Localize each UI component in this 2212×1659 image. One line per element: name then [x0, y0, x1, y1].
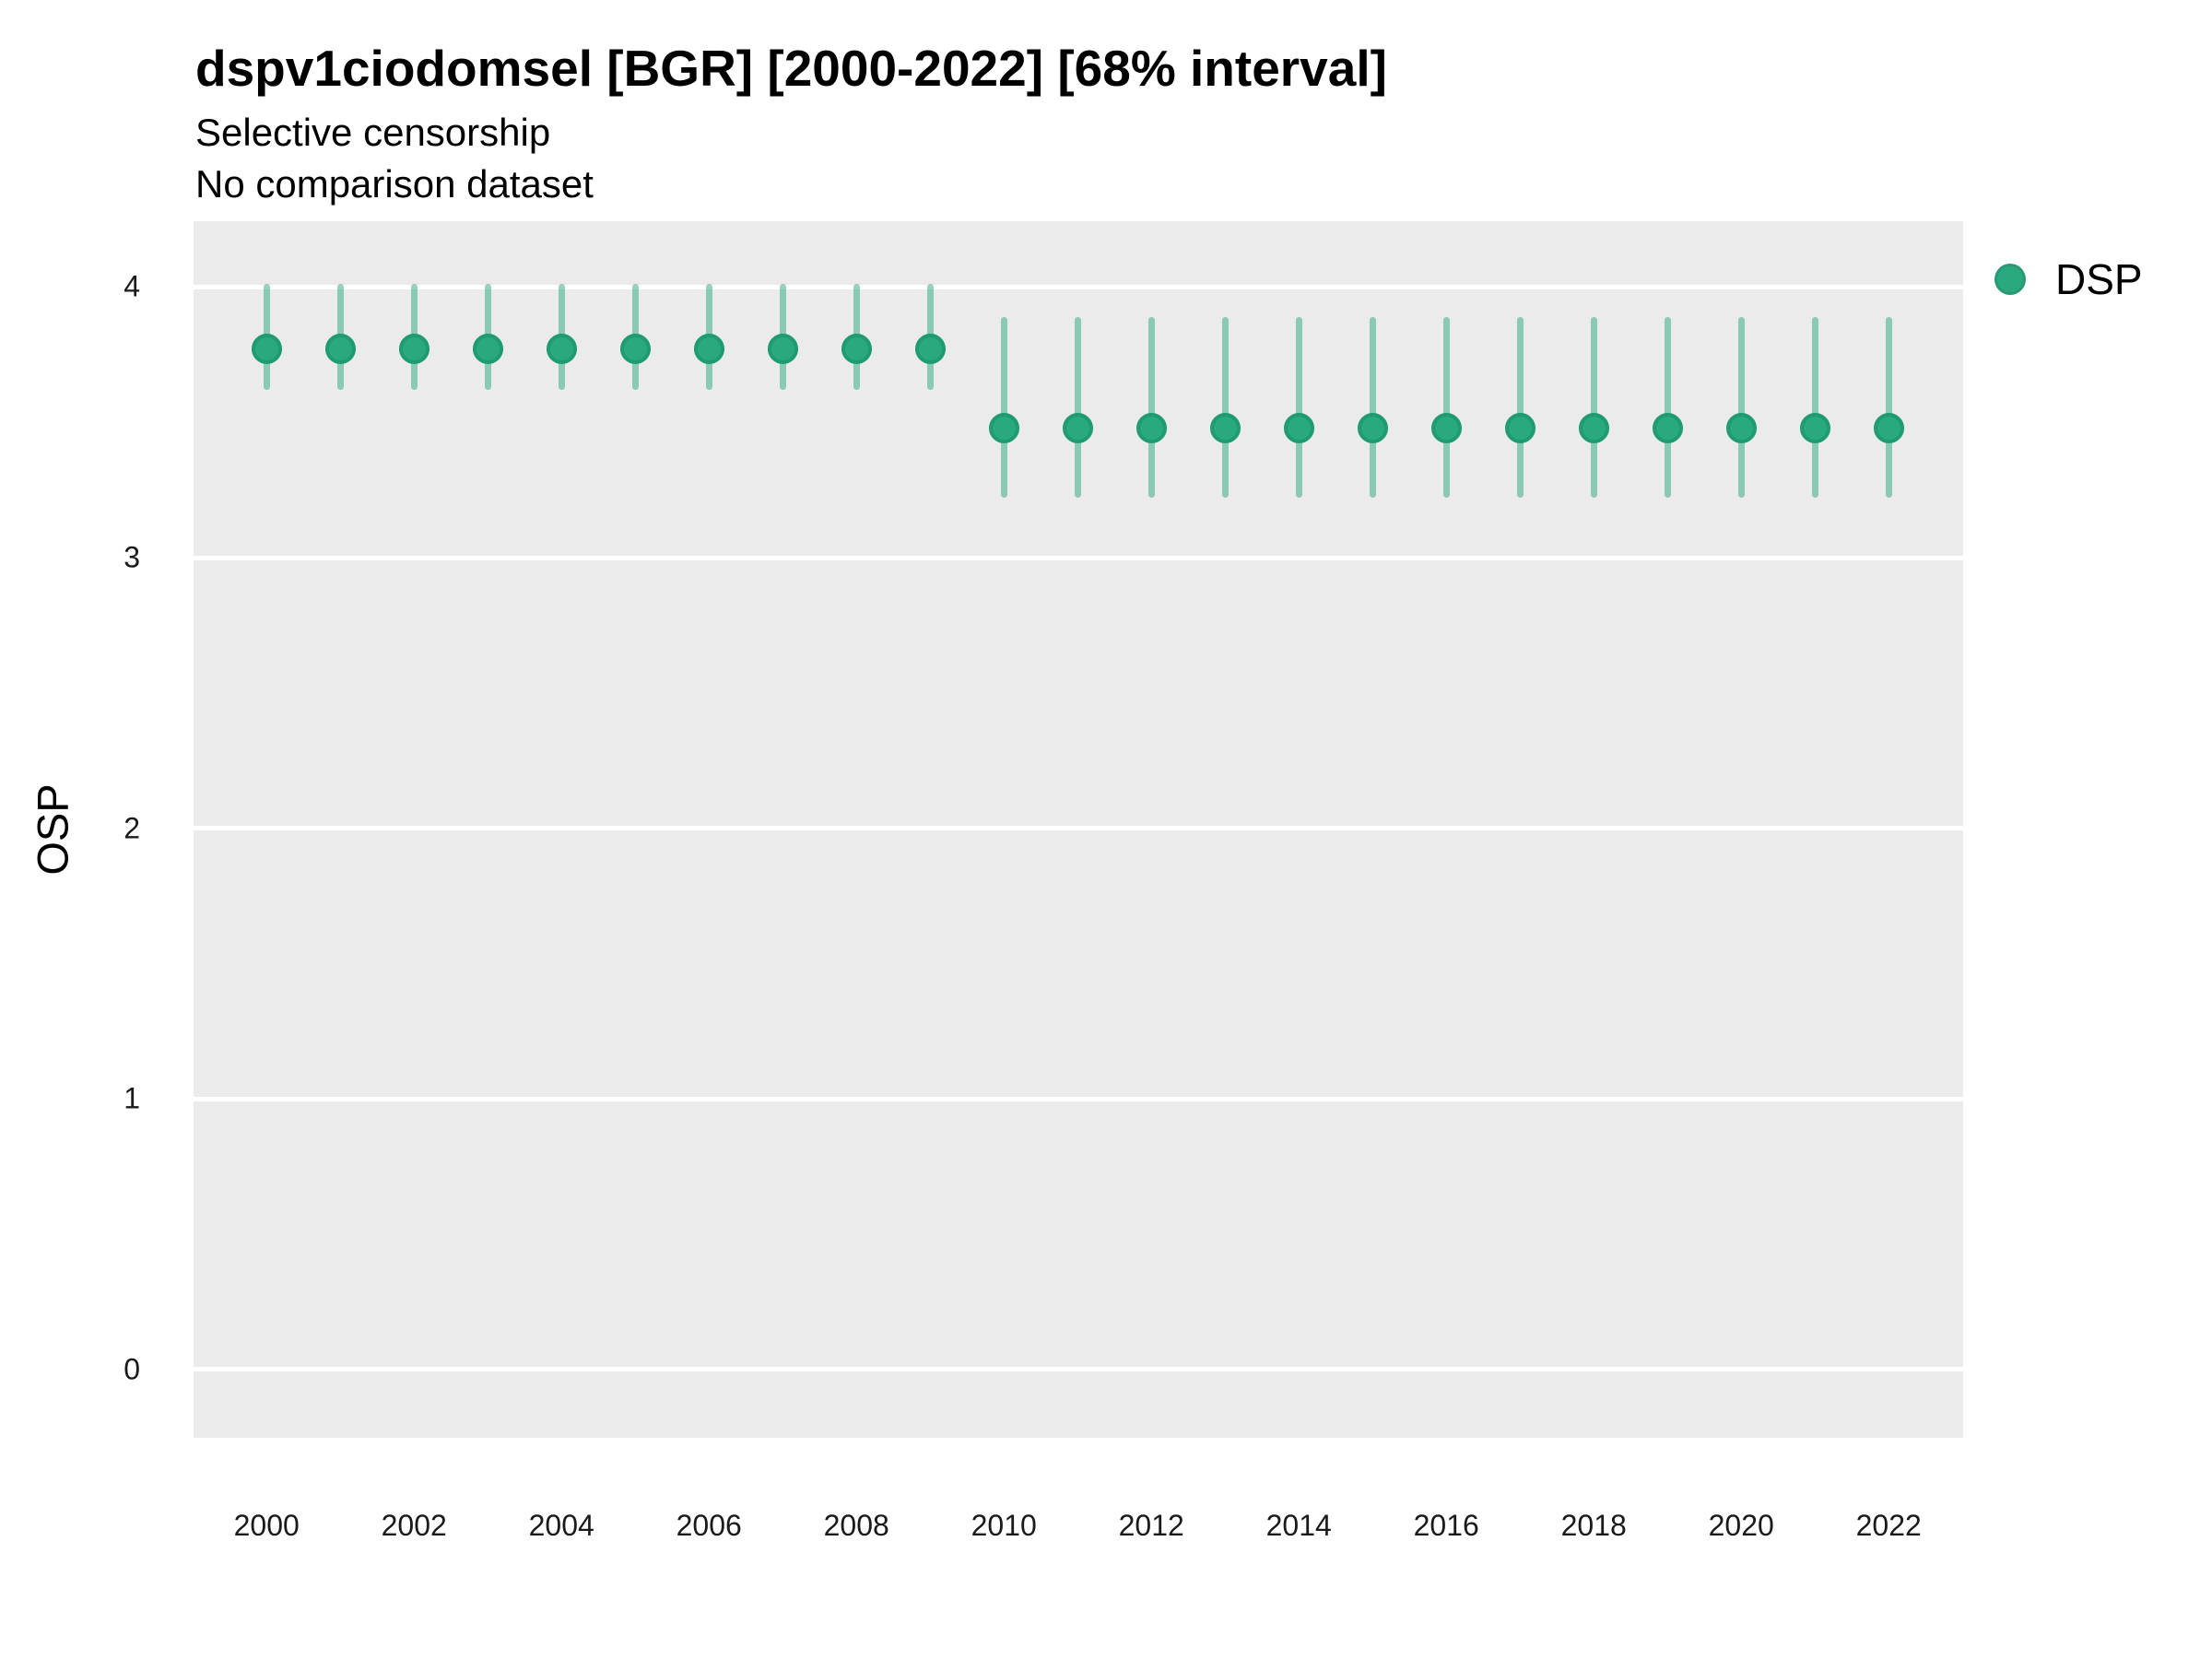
- y-tick-label-3: 3: [124, 540, 140, 574]
- data-point-2010: [988, 412, 1019, 443]
- x-tick-label-2006: 2006: [676, 1509, 742, 1542]
- data-point-2014: [1283, 412, 1314, 443]
- chart-subtitle-censorship: Selective censorship: [195, 111, 551, 154]
- data-point-2015: [1357, 412, 1388, 443]
- chart-subtitle-comparison: No comparison dataset: [195, 162, 594, 206]
- data-point-2022: [1873, 412, 1904, 443]
- data-point-2013: [1209, 412, 1241, 443]
- interval-bar-2020: [1737, 316, 1745, 499]
- x-tick-label-2008: 2008: [823, 1509, 889, 1542]
- gridline-y-1: [194, 1096, 1963, 1101]
- x-tick-label-2020: 2020: [1708, 1509, 1774, 1542]
- x-tick-label-2010: 2010: [971, 1509, 1037, 1542]
- x-tick-label-2004: 2004: [528, 1509, 594, 1542]
- interval-bar-2010: [1000, 316, 1007, 499]
- interval-bar-2011: [1074, 316, 1081, 499]
- data-point-2004: [546, 334, 577, 365]
- data-point-2005: [619, 334, 651, 365]
- interval-bar-2013: [1221, 316, 1229, 499]
- interval-bar-2014: [1295, 316, 1302, 499]
- x-tick-label-2000: 2000: [233, 1509, 300, 1542]
- data-point-2001: [324, 334, 356, 365]
- data-point-2016: [1430, 412, 1462, 443]
- data-point-2007: [767, 334, 798, 365]
- interval-bar-2021: [1811, 316, 1818, 499]
- interval-bar-2015: [1369, 316, 1376, 499]
- data-point-2008: [841, 334, 872, 365]
- x-tick-label-2012: 2012: [1118, 1509, 1184, 1542]
- gridline-y-0: [194, 1367, 1963, 1372]
- data-point-2018: [1578, 412, 1609, 443]
- x-tick-label-2022: 2022: [1855, 1509, 1922, 1542]
- y-tick-label-0: 0: [124, 1352, 140, 1386]
- x-tick-label-2016: 2016: [1413, 1509, 1479, 1542]
- plot-panel: [194, 221, 1963, 1438]
- y-tick-label-1: 1: [124, 1081, 140, 1115]
- x-tick-label-2014: 2014: [1265, 1509, 1332, 1542]
- data-point-2012: [1135, 412, 1167, 443]
- gridline-y-3: [194, 555, 1963, 560]
- gridline-y-2: [194, 826, 1963, 831]
- interval-bar-2019: [1664, 316, 1671, 499]
- interval-bar-2018: [1590, 316, 1597, 499]
- x-tick-label-2018: 2018: [1560, 1509, 1627, 1542]
- data-point-2017: [1504, 412, 1535, 443]
- legend-dsp-label: DSP: [2055, 255, 2143, 303]
- data-point-2019: [1652, 412, 1683, 443]
- chart-title: dspv1ciodomsel [BGR] [2000-2022] [68% in…: [195, 40, 1387, 97]
- data-point-2002: [398, 334, 429, 365]
- data-point-2021: [1799, 412, 1830, 443]
- interval-bar-2016: [1442, 316, 1450, 499]
- y-tick-label-4: 4: [124, 269, 140, 303]
- legend: DSP: [1994, 254, 2143, 304]
- interval-bar-2022: [1885, 316, 1892, 499]
- legend-dsp-marker-icon: [1994, 264, 2026, 295]
- y-tick-label-2: 2: [124, 811, 140, 845]
- data-point-2000: [251, 334, 282, 365]
- interval-bar-2012: [1147, 316, 1155, 499]
- interval-bar-2017: [1516, 316, 1524, 499]
- data-point-2011: [1062, 412, 1093, 443]
- data-point-2020: [1725, 412, 1757, 443]
- x-tick-label-2002: 2002: [381, 1509, 447, 1542]
- data-point-2006: [693, 334, 724, 365]
- data-point-2009: [914, 334, 946, 365]
- gridline-y-4: [194, 284, 1963, 289]
- data-point-2003: [472, 334, 503, 365]
